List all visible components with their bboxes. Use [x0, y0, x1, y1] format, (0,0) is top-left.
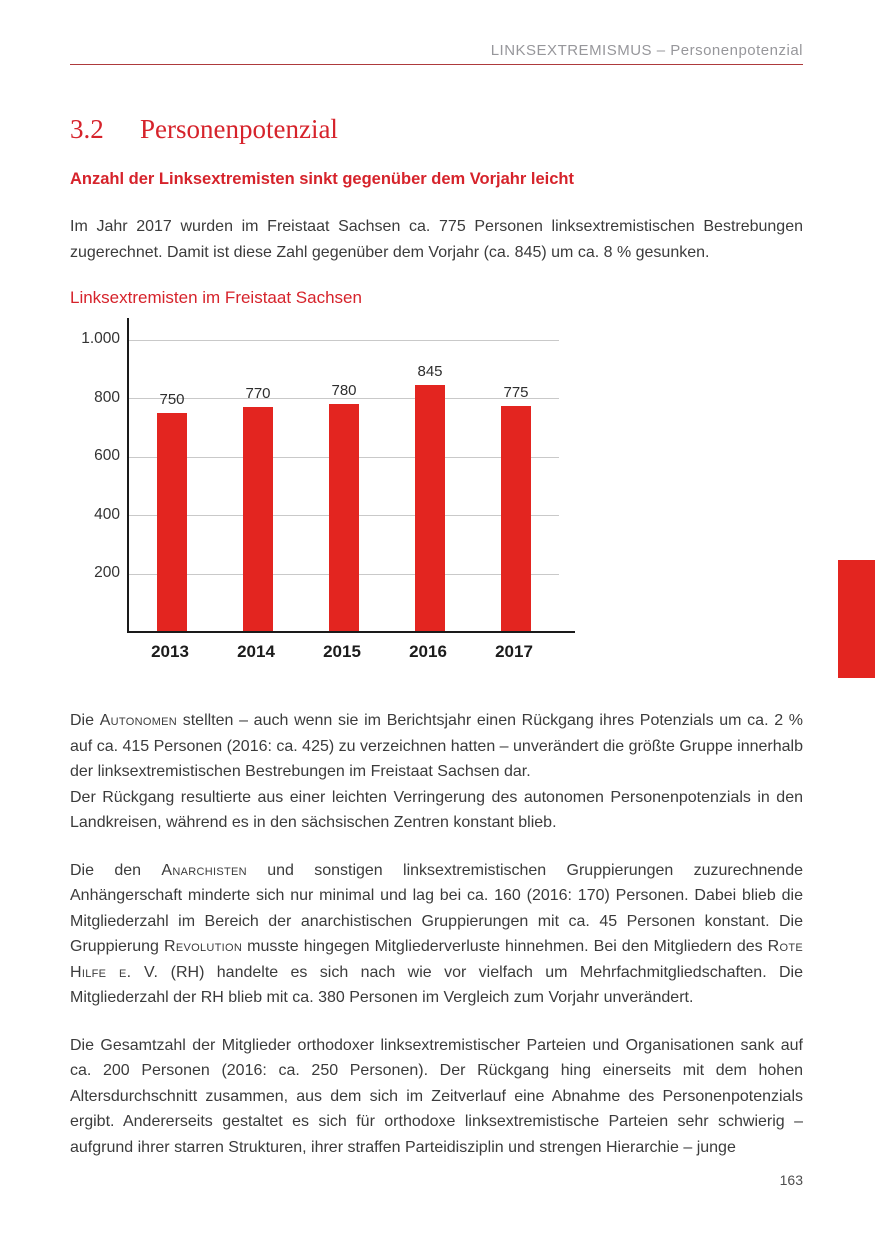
body-text: Die Autonomen stellten – auch wenn sie i…	[70, 708, 803, 1160]
paragraph: Die Autonomen stellten – auch wenn sie i…	[70, 708, 803, 785]
y-axis-tick-label: 600	[94, 447, 120, 465]
section-title: Personenpotenzial	[140, 114, 338, 144]
smallcaps-term: Revolution	[163, 938, 243, 955]
smallcaps-term: Rote Hilfe e. V.	[70, 938, 804, 981]
bar-chart: 750 770 780 845 775 200 400 600 800 1.000 2013 201…	[70, 318, 690, 678]
page-number: 163	[779, 1172, 803, 1188]
bar-value-label: 770	[245, 385, 271, 403]
bar-2013	[157, 413, 187, 633]
text-segment: musste hingegen Mitgliederverluste hinne…	[242, 938, 768, 955]
paragraph: Der Rückgang resultierte aus einer leich…	[70, 785, 803, 836]
y-axis-tick-label: 800	[94, 388, 120, 406]
x-axis-tick-label: 2017	[495, 642, 533, 661]
bar-2015	[329, 404, 359, 633]
text-segment: (RH) handelte es sich nach wie vor vielf…	[70, 963, 804, 1007]
x-axis-tick-label: 2015	[323, 642, 361, 661]
y-axis-tick-label: 200	[94, 564, 120, 582]
chart-plot-area: 750 770 780 845 775	[127, 318, 559, 633]
text-block: Die Gesamtzahl der Mitglieder orthodoxer…	[70, 1033, 803, 1161]
text-segment: stellten – auch wenn sie im Berichtsjahr…	[70, 712, 804, 780]
running-header: LINKSEXTREMISMUS – Personenpotenzial	[490, 42, 803, 59]
paragraph: Die Gesamtzahl der Mitglieder orthodoxer…	[70, 1033, 803, 1161]
text-segment: Der Rückgang resultierte aus einer leich…	[70, 788, 803, 832]
subheading: Anzahl der Linksextremisten sinkt gegenü…	[70, 170, 574, 188]
bar-value-label: 775	[503, 383, 529, 401]
smallcaps-term: Autonomen	[99, 712, 178, 729]
text-segment: Die den	[70, 861, 162, 879]
chapter-edge-tab	[838, 560, 875, 678]
x-axis-tick-label: 2014	[237, 642, 275, 661]
bar-2016	[415, 385, 445, 633]
chart-title: Linksextremisten im Freistaat Sachsen	[70, 288, 362, 307]
bar-value-label: 750	[159, 391, 185, 409]
y-axis-tick-label: 400	[94, 505, 120, 523]
text-segment: Die	[70, 712, 100, 729]
text-block: Die Autonomen stellten – auch wenn sie i…	[70, 708, 803, 836]
text-segment: Die Gesamtzahl der Mitglieder orthodoxer…	[70, 1036, 803, 1156]
intro-paragraph: Im Jahr 2017 wurden im Freistaat Sachsen…	[70, 218, 803, 261]
section-heading: 3.2 Personenpotenzial	[70, 114, 338, 145]
section-number: 3.2	[70, 114, 104, 144]
gridline	[129, 398, 559, 400]
bar-2014	[243, 407, 273, 633]
smallcaps-term: Anarchisten	[161, 861, 247, 879]
text-segment: und sonstigen linksextremistischen Grupp…	[70, 861, 804, 956]
bar-2017	[501, 405, 531, 633]
text-block: Die den Anarchisten und sonstigen linkse…	[70, 858, 803, 1011]
header-rule	[70, 64, 803, 65]
paragraph: Die den Anarchisten und sonstigen linkse…	[70, 858, 803, 1011]
bar-value-label: 845	[417, 363, 443, 381]
x-axis-line	[127, 631, 575, 633]
x-axis-tick-label: 2013	[151, 642, 189, 661]
bar-value-label: 780	[331, 382, 357, 400]
gridline	[129, 339, 559, 341]
x-axis-tick-label: 2016	[409, 642, 447, 661]
y-axis-tick-label: 1.000	[81, 330, 120, 347]
